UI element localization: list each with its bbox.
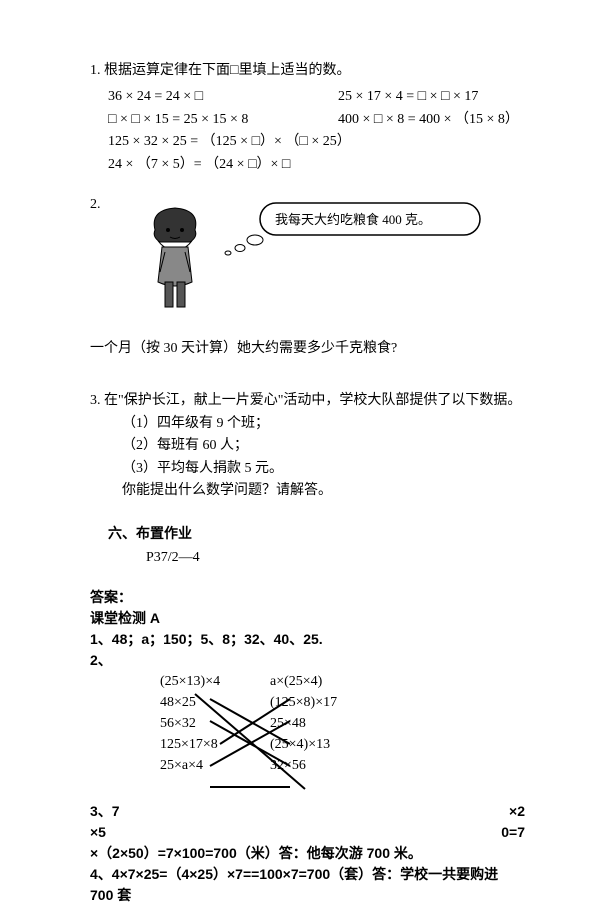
q2-number: 2. bbox=[90, 194, 101, 216]
hw-title: 六、布置作业 bbox=[108, 524, 525, 546]
q3-sub3: （3）平均每人捐款 5 元。 bbox=[90, 458, 525, 480]
ans-line-5: ×（2×50）=7×100=700（米）答：他每次游 700 米。 bbox=[90, 843, 525, 864]
ans4-right: 0=7 bbox=[501, 822, 525, 843]
q2-question-text: 一个月（按 30 天计算）她大约需要多少千克粮食? bbox=[90, 338, 525, 360]
q1-equations: 36 × 24 = 24 × □ 25 × 17 × 4 = □ × □ × 1… bbox=[90, 86, 525, 176]
ans2-item: 48×25 bbox=[160, 692, 220, 713]
hw-ref: P37/2—4 bbox=[108, 547, 525, 569]
ans2-item: 56×32 bbox=[160, 713, 220, 734]
ans2-item: (125×8)×17 bbox=[270, 692, 337, 713]
girl-illustration-icon bbox=[140, 202, 210, 312]
ans-line-6: 4、4×7×25=（4×25）×7==100×7=700（套）答：学校一共要购进… bbox=[90, 864, 525, 906]
ans-a: 课堂检测 A bbox=[90, 608, 525, 629]
q1-title: 1. 根据运算定律在下面□里填上适当的数。 bbox=[90, 60, 525, 82]
ans3-right: ×2 bbox=[509, 801, 525, 822]
eq-text: 24 × （7 × 5）= （24 × □）× □ bbox=[108, 154, 290, 176]
q3-sub1: （1）四年级有 9 个班； bbox=[90, 413, 525, 435]
eq-text: 25 × 17 × 4 = □ × □ × 17 bbox=[338, 86, 525, 108]
question-1: 1. 根据运算定律在下面□里填上适当的数。 36 × 24 = 24 × □ 2… bbox=[90, 60, 525, 176]
ans2-label: 2、 bbox=[90, 652, 112, 668]
q3-title: 3. 在"保护长江，献上一片爱心"活动中，学校大队部提供了以下数据。 bbox=[90, 390, 525, 412]
eq-text: 125 × 32 × 25 = （125 × □）× （□ × 25） bbox=[108, 131, 351, 153]
q3-sub4: 你能提出什么数学问题？请解答。 bbox=[90, 480, 525, 502]
ans2-item: (25×13)×4 bbox=[160, 671, 220, 692]
q3-sub2: （2）每班有 60 人； bbox=[90, 435, 525, 457]
homework-section: 六、布置作业 P37/2—4 bbox=[90, 524, 525, 569]
ans4-left: ×5 bbox=[90, 822, 106, 843]
answers-section: 答案： 课堂检测 A 1、48；a；150；5、8；32、40、25. 2、 (… bbox=[90, 587, 525, 906]
bubble-text: 我每天大约吃粮食 400 克。 bbox=[275, 212, 431, 227]
eq-text: 36 × 24 = 24 × □ bbox=[108, 86, 338, 108]
eq-text: □ × □ × 15 = 25 × 15 × 8 bbox=[108, 109, 338, 131]
ans2-item: 25×48 bbox=[270, 713, 337, 734]
speech-bubble-icon: 我每天大约吃粮食 400 克。 bbox=[220, 198, 490, 258]
ans2-item: (25×4)×13 bbox=[270, 734, 337, 755]
ans2-item: 125×17×8 bbox=[160, 734, 220, 755]
ans2-item: 32×56 bbox=[270, 755, 337, 776]
eq-text: 400 × □ × 8 = 400 × （15 × 8） bbox=[338, 109, 525, 131]
question-3: 3. 在"保护长江，献上一片爱心"活动中，学校大队部提供了以下数据。 （1）四年… bbox=[90, 390, 525, 502]
ans3-left: 3、7 bbox=[90, 801, 120, 822]
ans-header: 答案： bbox=[90, 587, 525, 608]
ans2-matching: (25×13)×4 48×25 56×32 125×17×8 25×a×4 a×… bbox=[130, 671, 525, 801]
ans2-item: 25×a×4 bbox=[160, 755, 220, 776]
ans-line-1: 1、48；a；150；5、8；32、40、25. bbox=[90, 629, 525, 650]
question-2: 2. 我每天大约吃粮食 400 克。 bbox=[90, 194, 525, 314]
ans2-item: a×(25×4) bbox=[270, 671, 337, 692]
